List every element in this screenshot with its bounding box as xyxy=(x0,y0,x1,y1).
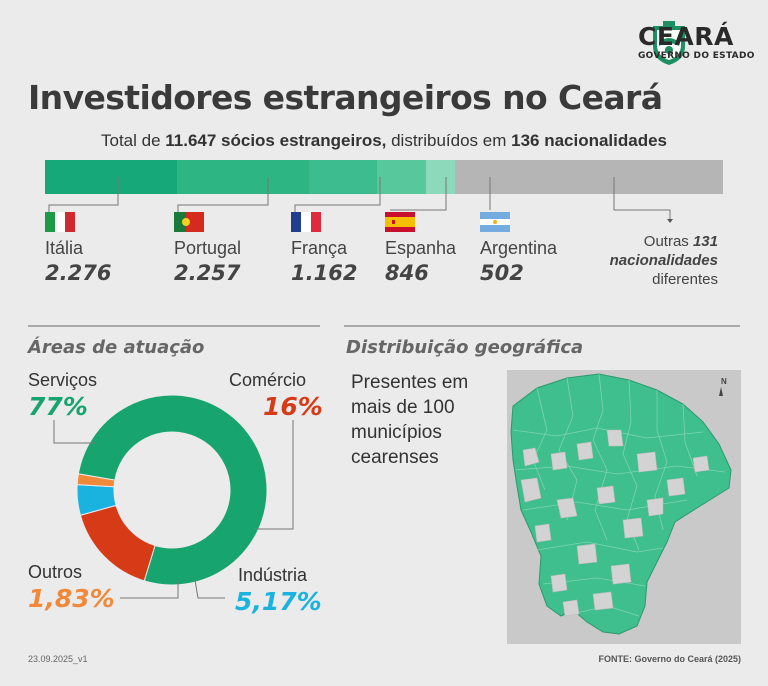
subtitle-mid: distribuídos em xyxy=(386,131,512,150)
areas-section-title: Áreas de atuação xyxy=(28,337,205,358)
chart-subtitle: Total de 11.647 sócios estrangeiros, dis… xyxy=(0,131,768,151)
area-label-comercio: Comércio xyxy=(229,370,307,390)
country-name: Portugal xyxy=(174,238,242,258)
ceara-state-shape xyxy=(510,373,732,635)
country-value: 2.257 xyxy=(174,261,241,285)
connector-franca xyxy=(294,177,381,212)
leader-servicos xyxy=(53,420,95,444)
bar-segment-italia xyxy=(45,160,178,194)
geo-section-title: Distribuição geográfica xyxy=(346,337,584,358)
area-value-industria: 5,17% xyxy=(235,587,322,616)
connector-italia xyxy=(48,177,119,212)
country-value: 2.276 xyxy=(45,261,112,285)
subtitle-total: 11.647 sócios estrangeiros, xyxy=(165,131,387,150)
others-label: Outras 131 nacionalidades diferentes xyxy=(570,232,718,289)
bar-segment-outras xyxy=(454,160,723,194)
area-value-outros: 1,83% xyxy=(28,584,115,613)
subtitle-pre: Total de xyxy=(100,131,166,150)
country-italia: Itália 2.276 xyxy=(45,212,111,285)
leader-outros xyxy=(120,580,179,599)
ceara-municipalities-map: N xyxy=(507,370,741,644)
others-pre: Outras xyxy=(643,233,693,250)
north-arrow-icon xyxy=(719,387,723,396)
country-espanha: Espanha 846 xyxy=(385,212,456,285)
portugal-flag-icon xyxy=(174,212,204,232)
stacked-bar xyxy=(45,160,723,194)
area-value-comercio: 16% xyxy=(263,392,323,421)
bar-segment-argentina xyxy=(425,160,455,194)
north-label: N xyxy=(721,377,727,386)
country-name: França xyxy=(291,238,348,258)
area-label-outros: Outros xyxy=(28,562,83,582)
donut-slice-outros xyxy=(76,473,116,488)
country-value: 1.162 xyxy=(291,261,358,285)
country-name: Itália xyxy=(45,238,84,258)
area-label-industria: Indústria xyxy=(238,565,308,585)
connector-outras xyxy=(613,177,671,220)
bar-segment-espanha xyxy=(376,160,426,194)
area-value-servicos: 77% xyxy=(28,392,88,421)
geo-description: Presentes em mais de 100 municípios cear… xyxy=(351,372,469,468)
brand-subtitle: GOVERNO DO ESTADO xyxy=(638,51,755,61)
bar-segment-portugal xyxy=(177,160,309,194)
page-title: Investidores estrangeiros no Ceará xyxy=(28,78,663,117)
connector-outras-arrow xyxy=(667,219,673,223)
donut-slices xyxy=(76,394,268,586)
spain-flag-icon xyxy=(385,212,415,232)
subtitle-nationalities: 136 nacionalidades xyxy=(511,131,668,150)
ceara-coat-of-arms-logo xyxy=(653,21,685,65)
footer-source: FONTE: Governo do Ceará (2025) xyxy=(598,654,741,664)
france-flag-icon xyxy=(291,212,321,232)
country-argentina: Argentina 502 xyxy=(480,212,557,285)
country-name: Argentina xyxy=(480,238,558,258)
connector-portugal xyxy=(177,177,269,212)
geo-section-rule xyxy=(344,325,740,327)
country-franca: França 1.162 xyxy=(291,212,357,285)
country-value: 502 xyxy=(480,261,524,285)
leader-industria xyxy=(194,579,225,599)
others-post: diferentes xyxy=(652,271,718,288)
donut-slice-servicos xyxy=(77,394,268,586)
donut-slice-comercio xyxy=(79,504,156,582)
others-bold: 131 nacionalidades xyxy=(609,233,718,269)
bar-connectors xyxy=(48,177,673,223)
country-portugal: Portugal 2.257 xyxy=(174,212,241,285)
country-value: 846 xyxy=(385,261,429,285)
area-label-servicos: Serviços xyxy=(28,370,98,390)
bar-segment-franca xyxy=(308,160,377,194)
non-investor-municipalities xyxy=(520,429,710,617)
country-name: Espanha xyxy=(385,238,457,258)
italy-flag-icon xyxy=(45,212,75,232)
footer-date: 23.09.2025_v1 xyxy=(28,654,88,664)
donut-chart xyxy=(53,394,294,599)
argentina-flag-icon xyxy=(480,212,510,232)
leader-comercio xyxy=(255,420,294,530)
areas-section-rule xyxy=(28,325,320,327)
brand-name: CEARÁ xyxy=(638,22,734,51)
connector-espanha xyxy=(390,177,447,211)
